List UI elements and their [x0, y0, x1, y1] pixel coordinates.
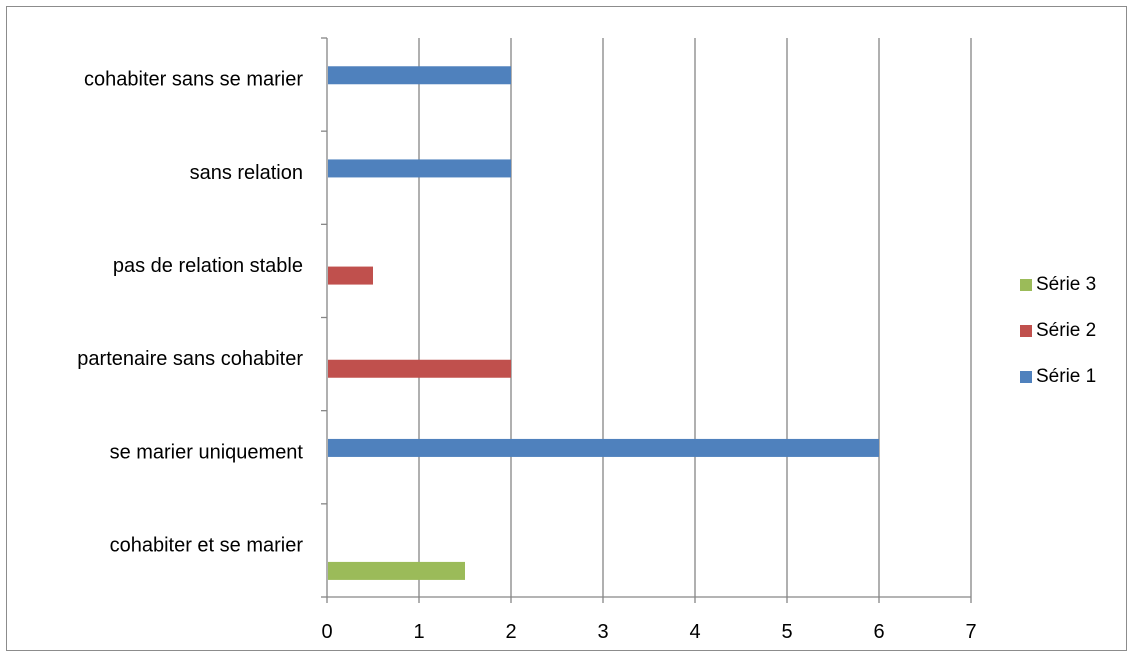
- category-label: partenaire sans cohabiter: [77, 348, 303, 370]
- category-labels: cohabiter et se marier se marier uniqueme…: [77, 69, 303, 557]
- chart-frame: [6, 6, 1127, 651]
- bar-série-1-5: [328, 66, 511, 85]
- category-label: cohabiter sans se marier: [84, 69, 303, 91]
- x-tick-label-3: 3: [597, 621, 608, 643]
- bar-série-1-1: [328, 438, 879, 457]
- x-tick-label-7: 7: [965, 621, 976, 643]
- bar-série-1-4: [328, 159, 511, 178]
- x-tick-label-4: 4: [689, 621, 700, 643]
- legend-swatch: [1020, 371, 1032, 383]
- category-label: sans relation: [190, 162, 303, 184]
- legend-label: Série 3: [1036, 274, 1096, 295]
- bar-série-2-3: [328, 266, 373, 285]
- legend-swatch: [1020, 325, 1032, 337]
- x-tick-label-0: 0: [321, 621, 332, 643]
- axes: [321, 37, 972, 603]
- x-tick-label-5: 5: [781, 621, 792, 643]
- legend: Série 3 Série 2 Série 1: [1020, 274, 1096, 387]
- bar-série-2-2: [328, 359, 511, 378]
- bars: [328, 66, 879, 580]
- category-label: pas de relation stable: [113, 255, 303, 277]
- legend-label: Série 1: [1036, 366, 1096, 387]
- x-tick-label-2: 2: [505, 621, 516, 643]
- gridlines: [418, 38, 972, 597]
- x-tick-label-6: 6: [873, 621, 884, 643]
- category-label: se marier uniquement: [110, 441, 304, 463]
- legend-label: Série 2: [1036, 320, 1096, 341]
- legend-swatch: [1020, 279, 1032, 291]
- x-tick-label-1: 1: [413, 621, 424, 643]
- x-tick-labels: 0 1 2 3 4 5 6 7: [321, 621, 976, 643]
- bar-série-3-0: [328, 561, 465, 580]
- category-label: cohabiter et se marier: [110, 534, 304, 556]
